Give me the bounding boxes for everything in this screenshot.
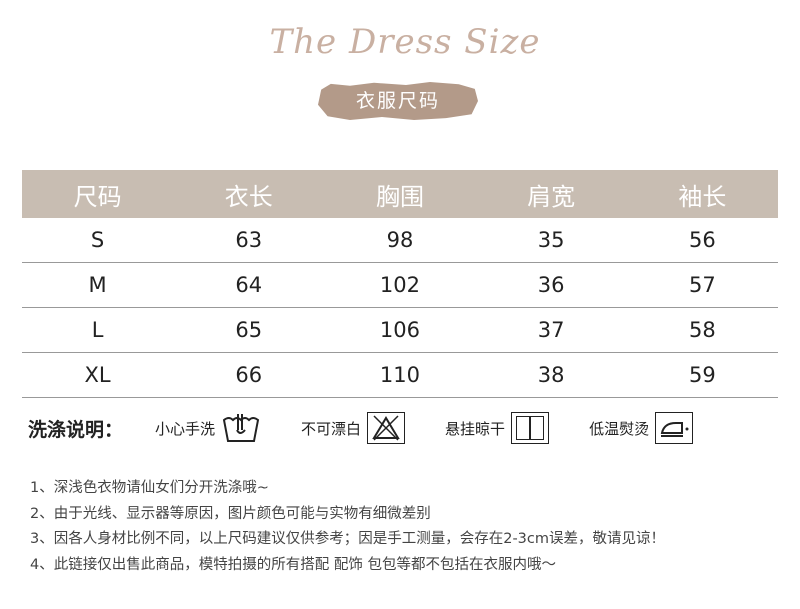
table-cell: 35 — [475, 218, 627, 263]
notes-list: 1、深浅色衣物请仙女们分开洗涤哦~ 2、由于光线、显示器等原因，图片颜色可能与实… — [30, 476, 665, 578]
care-instructions: 洗涤说明： 小心手洗 不可漂白 悬挂晾干 低温熨烫 — [28, 410, 800, 446]
table-row: S 63 98 35 56 — [22, 218, 778, 263]
column-header: 衣长 — [173, 170, 325, 218]
table-cell: 56 — [626, 218, 778, 263]
table-cell: 102 — [324, 262, 476, 308]
table-cell: M — [22, 262, 174, 308]
note-item: 1、深浅色衣物请仙女们分开洗涤哦~ — [30, 480, 269, 496]
table-cell: 36 — [475, 262, 627, 308]
column-header: 胸围 — [324, 170, 476, 218]
table-cell: 38 — [475, 352, 627, 398]
table-cell: S — [22, 218, 174, 263]
care-label: 悬挂晾干 — [445, 419, 506, 438]
table-cell: 58 — [626, 307, 778, 353]
column-header: 袖长 — [626, 170, 778, 218]
column-header: 尺码 — [22, 170, 174, 218]
line-dry-icon — [511, 412, 550, 444]
care-label: 小心手洗 — [155, 419, 216, 438]
care-label: 低温熨烫 — [589, 419, 650, 438]
table-row: M 64 102 36 57 — [22, 262, 778, 308]
care-title: 洗涤说明： — [28, 418, 124, 441]
section-badge: 衣服尺码 — [318, 82, 478, 120]
care-item-line-dry: 悬挂晾干 — [445, 412, 550, 444]
table-cell: 65 — [173, 307, 325, 353]
table-cell: 63 — [173, 218, 325, 263]
table-cell: 110 — [324, 352, 476, 398]
table-cell: L — [22, 307, 174, 353]
care-item-low-iron: 低温熨烫 — [589, 412, 694, 444]
table-cell: 106 — [324, 307, 476, 353]
table-row: L 65 106 37 58 — [22, 307, 778, 353]
script-title: The Dress Size — [269, 22, 541, 62]
table-cell: 64 — [173, 262, 325, 308]
note-item: 3、因各人身材比例不同，以上尺码建议仅供参考；因是手工测量，会存在2-3cm误差… — [30, 531, 666, 547]
column-header: 肩宽 — [475, 170, 627, 218]
care-label: 不可漂白 — [301, 419, 362, 438]
care-item-hand-wash: 小心手洗 — [155, 412, 261, 444]
table-cell: 98 — [324, 218, 476, 263]
table-cell: 59 — [626, 352, 778, 398]
table-cell: 57 — [626, 262, 778, 308]
note-item: 4、此链接仅出售此商品，模特拍摄的所有搭配 配饰 包包等都不包括在衣服内哦～ — [30, 556, 556, 573]
size-table: 尺码 衣长 胸围 肩宽 袖长 S 63 98 35 56 M 64 102 36 57 L 65 106 37 58… — [22, 170, 778, 398]
table-cell: 66 — [173, 352, 325, 398]
hand-wash-icon — [222, 414, 260, 442]
no-bleach-icon — [367, 412, 406, 444]
table-cell: XL — [22, 352, 174, 398]
note-item: 2、由于光线、显示器等原因，图片颜色可能与实物有细微差别 — [30, 505, 431, 522]
table-cell: 37 — [475, 307, 627, 353]
low-iron-icon — [655, 412, 694, 444]
table-row: XL 66 110 38 59 — [22, 352, 778, 398]
care-item-no-bleach: 不可漂白 — [301, 412, 406, 444]
